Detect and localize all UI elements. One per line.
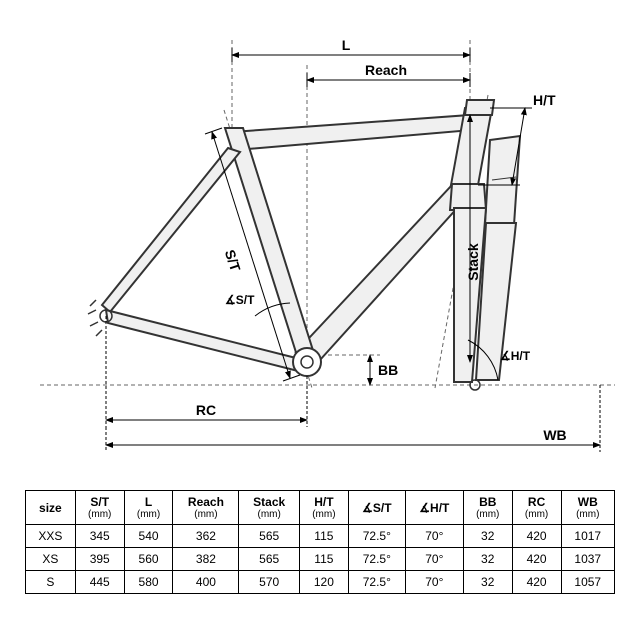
table-cell: S [26, 571, 76, 594]
col-header: ∡H/T [405, 491, 463, 525]
table-cell: 345 [75, 525, 124, 548]
col-header: WB(mm) [561, 491, 615, 525]
label-st: S/T [222, 248, 244, 274]
table-row: S44558040057012072.5°70°324201057 [26, 571, 615, 594]
table-cell: 1017 [561, 525, 615, 548]
geometry-table: sizeS/T(mm)L(mm)Reach(mm)Stack(mm)H/T(mm… [0, 480, 640, 594]
label-l: L [342, 37, 351, 53]
col-header: Stack(mm) [239, 491, 300, 525]
table-cell: 570 [239, 571, 300, 594]
table-cell: 420 [512, 571, 561, 594]
label-rc: RC [196, 402, 216, 418]
table-cell: 32 [463, 525, 512, 548]
table-cell: 70° [405, 548, 463, 571]
label-stack: Stack [465, 243, 481, 281]
table-cell: 32 [463, 548, 512, 571]
table-cell: 1057 [561, 571, 615, 594]
table-cell: XXS [26, 525, 76, 548]
label-angle-st: ∡S/T [225, 293, 255, 307]
table-cell: 560 [124, 548, 173, 571]
table-cell: 362 [173, 525, 239, 548]
table-cell: 420 [512, 548, 561, 571]
col-header: RC(mm) [512, 491, 561, 525]
table-cell: 72.5° [348, 548, 405, 571]
label-reach: Reach [365, 62, 407, 78]
table-cell: 395 [75, 548, 124, 571]
col-header: size [26, 491, 76, 525]
table-cell: 120 [299, 571, 348, 594]
table-cell: 400 [173, 571, 239, 594]
col-header: ∡S/T [348, 491, 405, 525]
table-cell: XS [26, 548, 76, 571]
table-cell: 580 [124, 571, 173, 594]
table-cell: 72.5° [348, 525, 405, 548]
table-cell: 382 [173, 548, 239, 571]
col-header: L(mm) [124, 491, 173, 525]
table-cell: 70° [405, 525, 463, 548]
label-bb: BB [378, 362, 398, 378]
col-header: S/T(mm) [75, 491, 124, 525]
table-cell: 565 [239, 525, 300, 548]
table-cell: 115 [299, 548, 348, 571]
table-cell: 1037 [561, 548, 615, 571]
table-cell: 115 [299, 525, 348, 548]
col-header: H/T(mm) [299, 491, 348, 525]
col-header: BB(mm) [463, 491, 512, 525]
table-cell: 72.5° [348, 571, 405, 594]
table-row: XXS34554036256511572.5°70°324201017 [26, 525, 615, 548]
table-cell: 32 [463, 571, 512, 594]
label-wb: WB [543, 427, 566, 443]
table-row: XS39556038256511572.5°70°324201037 [26, 548, 615, 571]
table-cell: 565 [239, 548, 300, 571]
col-header: Reach(mm) [173, 491, 239, 525]
label-ht: H/T [533, 92, 556, 108]
table-cell: 445 [75, 571, 124, 594]
label-angle-ht: ∡H/T [500, 349, 531, 363]
table-cell: 70° [405, 571, 463, 594]
table-cell: 420 [512, 525, 561, 548]
table-cell: 540 [124, 525, 173, 548]
geometry-diagram: L Reach H/T Stack S/T ∡S/T ∡H/T BB RC WB [0, 0, 640, 480]
